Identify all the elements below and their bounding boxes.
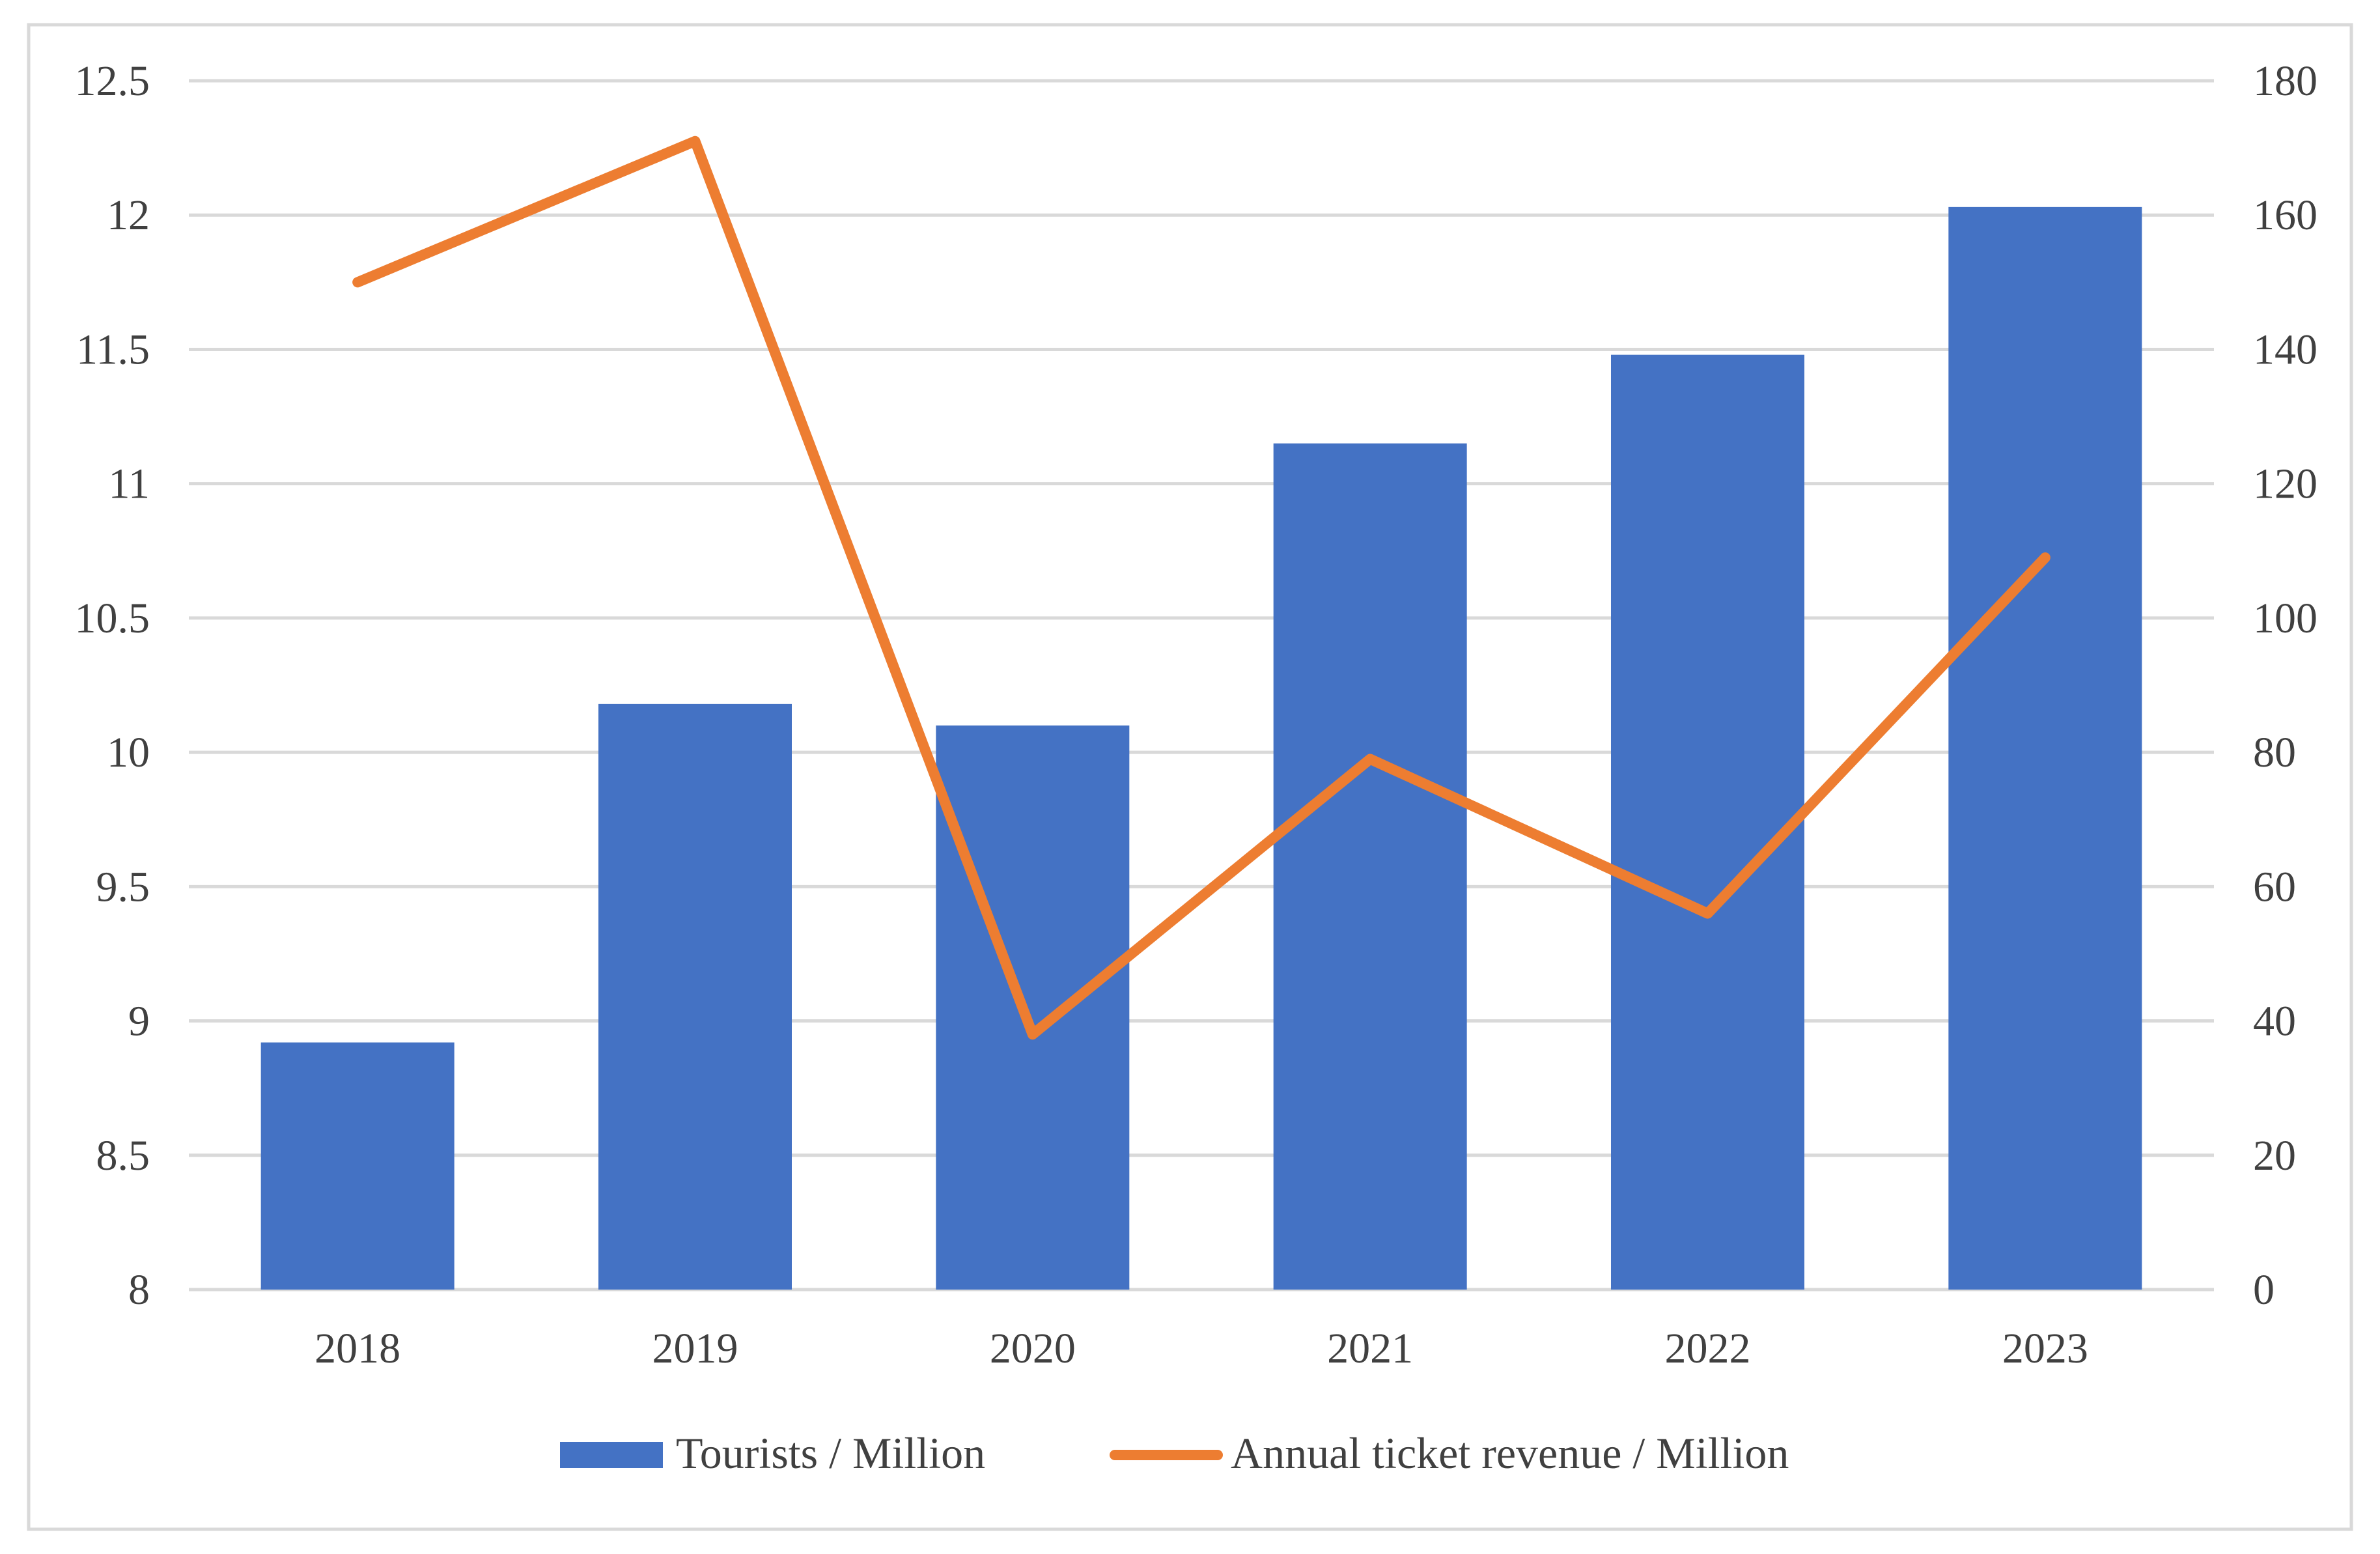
line-series: [352, 135, 2051, 1040]
right-tick-label: 20: [2253, 1132, 2296, 1180]
left-tick-label: 8: [128, 1266, 150, 1314]
right-axis-ticks: 0 20 40 60 80 100 120 140 160 180: [2253, 57, 2317, 1314]
x-tick-label: 2023: [2002, 1325, 2088, 1372]
left-tick-label: 12.5: [75, 57, 150, 105]
bar-series: [260, 206, 2142, 1290]
revenue-point-2022: [1707, 913, 1709, 914]
x-tick-label: 2022: [1665, 1325, 1751, 1372]
right-tick-label: 120: [2253, 460, 2317, 508]
x-axis-ticks: 2018 2019 2020 2021 2022 2023: [315, 1325, 2088, 1372]
x-tick-label: 2018: [315, 1325, 400, 1372]
legend-label-tourists: Tourists / Million: [676, 1428, 985, 1478]
bar-2019: [598, 703, 792, 1290]
revenue-point-2018: [357, 281, 358, 283]
right-tick-label: 60: [2253, 863, 2296, 911]
right-tick-label: 140: [2253, 326, 2317, 373]
revenue-point-2020: [1032, 1034, 1033, 1035]
bar-2021: [1273, 443, 1467, 1290]
left-tick-label: 9: [128, 998, 150, 1045]
bar-2018: [260, 1042, 455, 1290]
x-tick-label: 2019: [652, 1325, 738, 1372]
bar-2020: [936, 725, 1130, 1290]
bar-2022: [1610, 354, 1805, 1290]
right-tick-label: 80: [2253, 729, 2296, 776]
left-tick-label: 10.5: [75, 595, 150, 642]
revenue-point-2023: [2045, 557, 2046, 558]
left-tick-label: 10: [107, 729, 150, 776]
right-tick-label: 40: [2253, 998, 2296, 1045]
revenue-point-2021: [1369, 758, 1371, 759]
legend-label-revenue: Annual ticket revenue / Million: [1231, 1428, 1789, 1478]
right-tick-label: 100: [2253, 595, 2317, 642]
revenue-point-2019: [695, 141, 696, 142]
left-tick-label: 12: [107, 191, 150, 239]
left-tick-label: 9.5: [96, 863, 150, 911]
right-tick-label: 0: [2253, 1266, 2275, 1314]
left-tick-label: 8.5: [96, 1132, 150, 1180]
left-axis-ticks: 8 8.5 9 9.5 10 10.5 11 11.5 12 12.5: [75, 57, 150, 1314]
x-tick-label: 2021: [1327, 1325, 1413, 1372]
right-tick-label: 180: [2253, 57, 2317, 105]
left-tick-label: 11: [108, 460, 150, 508]
legend: Tourists / Million Annual ticket revenue…: [560, 1428, 1789, 1478]
right-tick-label: 160: [2253, 191, 2317, 239]
revenue-line: [352, 135, 2051, 1040]
x-tick-label: 2020: [990, 1325, 1076, 1372]
legend-swatch-tourists: [560, 1442, 663, 1468]
left-tick-label: 11.5: [76, 326, 150, 373]
bar-2023: [1948, 206, 2142, 1290]
